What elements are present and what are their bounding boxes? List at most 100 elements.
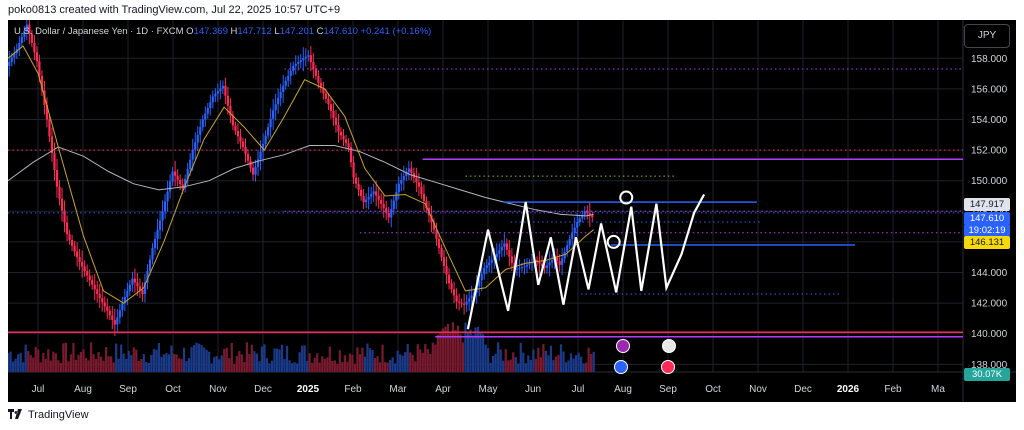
candle-body: [556, 257, 559, 262]
volume-bar: [52, 351, 55, 372]
candle-body: [367, 196, 370, 200]
footer-brand: TradingView: [8, 408, 89, 422]
price-axis-label: 156.000: [971, 84, 1008, 95]
price-axis-label: 142.000: [971, 299, 1008, 310]
time-axis-label: Mar: [389, 384, 407, 395]
volume-bar: [57, 360, 60, 372]
currency-button[interactable]: JPY: [964, 24, 1010, 48]
price-axis-label: 144.000: [971, 268, 1008, 279]
candle-body: [35, 52, 39, 62]
volume-bar: [205, 349, 208, 372]
price-chart[interactable]: 158.000156.000154.000152.000150.000148.0…: [8, 20, 1016, 402]
time-axis-label: Nov: [209, 384, 227, 395]
candle-body: [470, 295, 473, 299]
volume-bar: [17, 354, 20, 372]
volume-bar: [544, 350, 548, 372]
volume-bar: [275, 348, 279, 372]
volume-bar: [590, 353, 593, 372]
volume-bar: [12, 361, 15, 372]
price-axis-label: 158.000: [971, 54, 1008, 65]
candle-body: [179, 179, 182, 185]
candle-body: [460, 302, 463, 304]
candle-body: [113, 319, 116, 325]
candle-body: [561, 258, 564, 265]
candle-body: [171, 171, 174, 182]
volume-bar: [539, 357, 542, 372]
candle-body: [337, 124, 340, 132]
volume-bar: [524, 363, 527, 372]
volume-bar: [414, 361, 417, 372]
volume-bar: [47, 349, 50, 372]
candle-body: [342, 135, 345, 140]
volume-bar: [268, 363, 271, 372]
volume-bar: [419, 349, 422, 372]
candle-body: [312, 62, 315, 69]
candle-body: [126, 290, 129, 298]
volume-bar: [24, 344, 27, 372]
volume-bar: [107, 356, 110, 372]
candle-body: [447, 274, 451, 284]
volume-bar: [49, 360, 52, 372]
candle-body: [25, 24, 28, 31]
candle-body: [415, 177, 418, 183]
candle-body: [495, 253, 498, 258]
candle-body: [515, 268, 519, 270]
candle-body: [370, 194, 373, 197]
candle-body: [352, 162, 355, 178]
candle-body: [81, 261, 84, 267]
candle-body: [229, 105, 232, 116]
candle-body: [38, 61, 41, 76]
volume-bar: [580, 356, 583, 372]
volume-bar: [306, 360, 309, 372]
volume-bar: [8, 353, 10, 372]
candle-body: [33, 42, 36, 53]
volume-bar: [230, 342, 233, 372]
time-axis-label: Aug: [614, 384, 632, 395]
volume-bar: [534, 358, 537, 372]
chart-panel[interactable]: 158.000156.000154.000152.000150.000148.0…: [8, 20, 1016, 402]
volume-bar: [223, 348, 226, 372]
candle-body: [231, 115, 235, 126]
candle-body: [10, 57, 13, 62]
volume-bar: [416, 344, 419, 372]
candle-body: [359, 189, 363, 196]
volume-bar: [592, 351, 595, 372]
volume-bar: [301, 345, 304, 372]
candle-body: [525, 264, 529, 267]
candle-body: [573, 227, 576, 234]
volume-bar: [464, 322, 467, 372]
volume-bar: [421, 353, 424, 372]
time-axis-label: Ma: [931, 384, 945, 395]
volume-bar: [115, 343, 118, 372]
volume-bar: [426, 349, 429, 372]
candle-body: [153, 238, 157, 249]
volume-bar: [487, 348, 490, 372]
time-axis-label: Dec: [254, 384, 272, 395]
volume-bar: [258, 361, 261, 372]
candle-body: [55, 169, 59, 187]
candle-body: [196, 134, 199, 143]
candle-body: [138, 286, 142, 291]
volume-bar: [509, 359, 512, 372]
candle-body: [528, 263, 531, 265]
candle-body: [214, 93, 217, 97]
candle-body: [48, 119, 51, 137]
volume-bar: [476, 326, 480, 372]
candle-body: [392, 200, 395, 210]
volume-bar: [481, 334, 485, 372]
low-value: 147.201: [279, 26, 315, 37]
volume-bar: [532, 349, 535, 372]
volume-bar: [39, 362, 42, 372]
change-value: +0.241 (+0.16%): [360, 26, 432, 37]
volume-bar: [479, 332, 482, 372]
candle-body: [194, 142, 197, 151]
volume-bar: [37, 349, 40, 372]
candle-body: [571, 233, 574, 239]
candle-body: [101, 298, 104, 303]
volume-bar: [203, 347, 206, 372]
candle-body: [417, 182, 421, 187]
candle-body: [488, 262, 491, 266]
volume-bar: [210, 363, 213, 372]
volume-bar: [321, 356, 324, 372]
candle-body: [422, 193, 426, 202]
